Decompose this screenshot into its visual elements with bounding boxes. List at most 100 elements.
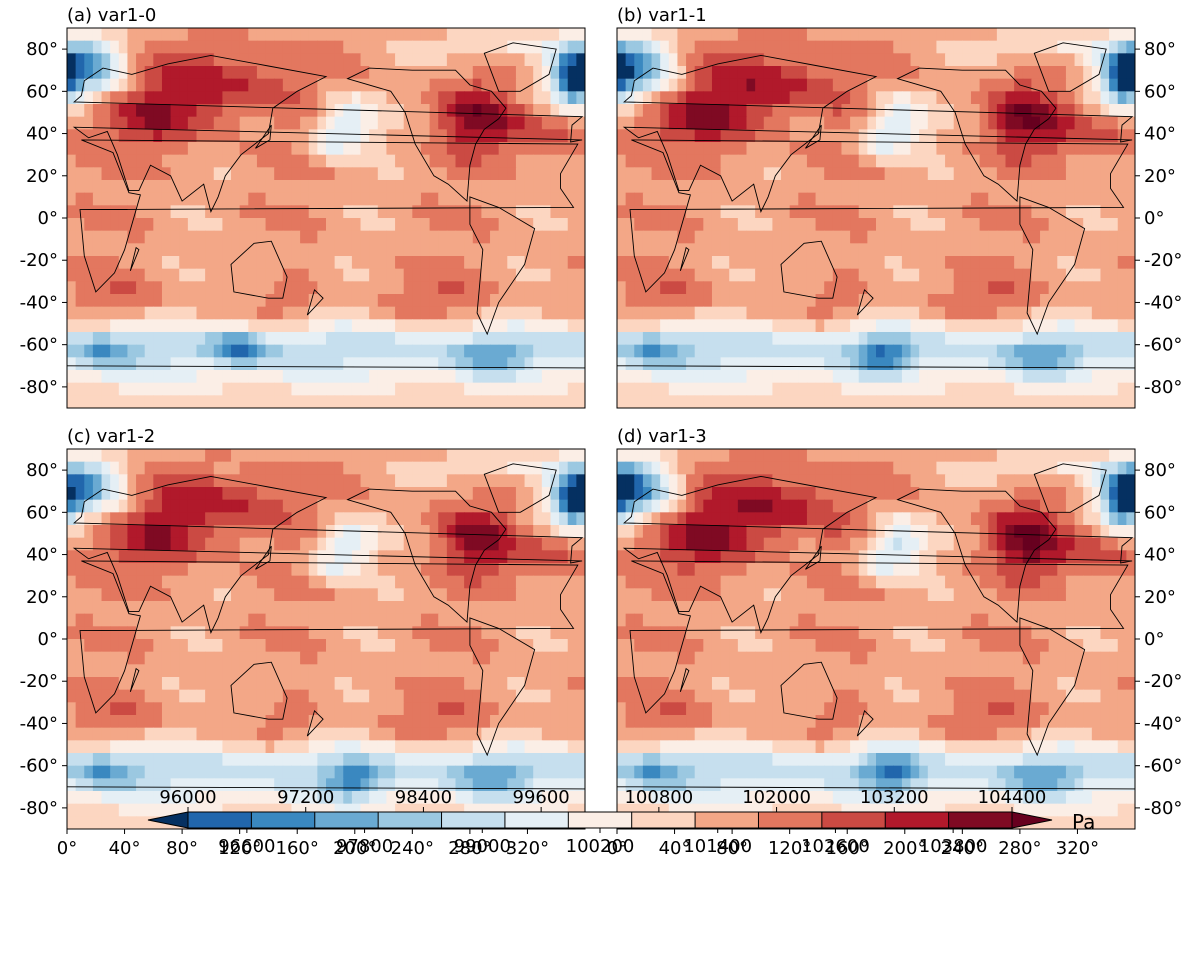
field-cell bbox=[971, 332, 980, 345]
field-cell bbox=[747, 193, 756, 206]
field-cell bbox=[404, 614, 413, 627]
field-cell bbox=[962, 41, 971, 54]
y-tick-label: -80° bbox=[1144, 377, 1182, 398]
field-cell bbox=[438, 155, 447, 168]
field-cell bbox=[205, 28, 214, 41]
field-cell bbox=[859, 91, 868, 104]
field-cell bbox=[386, 664, 395, 677]
field-cell bbox=[516, 41, 525, 54]
field-cell bbox=[1023, 66, 1032, 79]
field-cell bbox=[412, 576, 421, 589]
field-cell bbox=[1057, 357, 1066, 370]
field-cell bbox=[677, 319, 686, 332]
field-cell bbox=[1040, 231, 1049, 244]
field-cell bbox=[447, 294, 456, 307]
field-cell bbox=[686, 41, 695, 54]
field-cell bbox=[945, 218, 954, 231]
field-cell bbox=[1126, 117, 1135, 130]
field-cell bbox=[885, 180, 894, 193]
field-cell bbox=[473, 601, 482, 614]
field-cell bbox=[499, 550, 508, 563]
field-cell bbox=[660, 28, 669, 41]
field-cell bbox=[188, 41, 197, 54]
field-cell bbox=[481, 281, 490, 294]
field-cell bbox=[378, 294, 387, 307]
field-cell bbox=[395, 53, 404, 66]
field-cell bbox=[67, 487, 76, 500]
field-cell bbox=[816, 193, 825, 206]
field-cell bbox=[1075, 395, 1084, 408]
field-cell bbox=[781, 243, 790, 256]
field-cell bbox=[816, 91, 825, 104]
field-cell bbox=[902, 243, 911, 256]
field-cell bbox=[102, 269, 111, 282]
field-cell bbox=[430, 205, 439, 218]
field-cell bbox=[550, 155, 559, 168]
field-cell bbox=[291, 256, 300, 269]
field-cell bbox=[214, 474, 223, 487]
field-cell bbox=[412, 487, 421, 500]
field-cell bbox=[162, 205, 171, 218]
field-cell bbox=[568, 269, 577, 282]
field-cell bbox=[1100, 332, 1109, 345]
field-cell bbox=[197, 28, 206, 41]
field-cell bbox=[473, 91, 482, 104]
field-cell bbox=[378, 41, 387, 54]
field-cell bbox=[1109, 41, 1118, 54]
field-cell bbox=[542, 53, 551, 66]
field-cell bbox=[559, 28, 568, 41]
field-cell bbox=[568, 243, 577, 256]
field-cell bbox=[145, 79, 154, 92]
field-cell bbox=[352, 588, 361, 601]
field-cell bbox=[343, 53, 352, 66]
field-cell bbox=[145, 652, 154, 665]
field-cell bbox=[499, 639, 508, 652]
field-cell bbox=[309, 117, 318, 130]
field-cell bbox=[412, 462, 421, 475]
field-cell bbox=[729, 218, 738, 231]
field-cell bbox=[291, 205, 300, 218]
field-cell bbox=[464, 66, 473, 79]
y-tick-label: 40° bbox=[1144, 124, 1176, 145]
field-cell bbox=[971, 117, 980, 130]
field-cell bbox=[473, 281, 482, 294]
field-cell bbox=[240, 715, 249, 728]
field-cell bbox=[695, 41, 704, 54]
field-cell bbox=[807, 193, 816, 206]
field-cell bbox=[559, 715, 568, 728]
field-cell bbox=[798, 218, 807, 231]
field-cell bbox=[240, 639, 249, 652]
field-cell bbox=[721, 66, 730, 79]
field-cell bbox=[729, 332, 738, 345]
field-cell bbox=[395, 576, 404, 589]
field-cell bbox=[153, 395, 162, 408]
field-cell bbox=[516, 79, 525, 92]
field-cell bbox=[93, 601, 102, 614]
field-cell bbox=[1092, 345, 1101, 358]
field-cell bbox=[430, 474, 439, 487]
field-cell bbox=[824, 129, 833, 142]
field-cell bbox=[1126, 294, 1135, 307]
field-cell bbox=[300, 512, 309, 525]
field-cell bbox=[764, 66, 773, 79]
field-cell bbox=[430, 104, 439, 117]
field-cell bbox=[652, 332, 661, 345]
field-cell bbox=[738, 205, 747, 218]
field-cell bbox=[971, 243, 980, 256]
field-cell bbox=[179, 500, 188, 513]
field-cell bbox=[395, 117, 404, 130]
field-cell bbox=[404, 104, 413, 117]
field-cell bbox=[533, 307, 542, 320]
field-cell bbox=[660, 243, 669, 256]
field-cell bbox=[542, 155, 551, 168]
field-cell bbox=[833, 53, 842, 66]
field-cell bbox=[755, 231, 764, 244]
field-cell bbox=[84, 345, 93, 358]
field-cell bbox=[652, 193, 661, 206]
field-cell bbox=[222, 487, 231, 500]
field-cell bbox=[430, 512, 439, 525]
field-cell bbox=[447, 614, 456, 627]
field-cell bbox=[438, 487, 447, 500]
field-cell bbox=[962, 294, 971, 307]
field-cell bbox=[490, 677, 499, 690]
